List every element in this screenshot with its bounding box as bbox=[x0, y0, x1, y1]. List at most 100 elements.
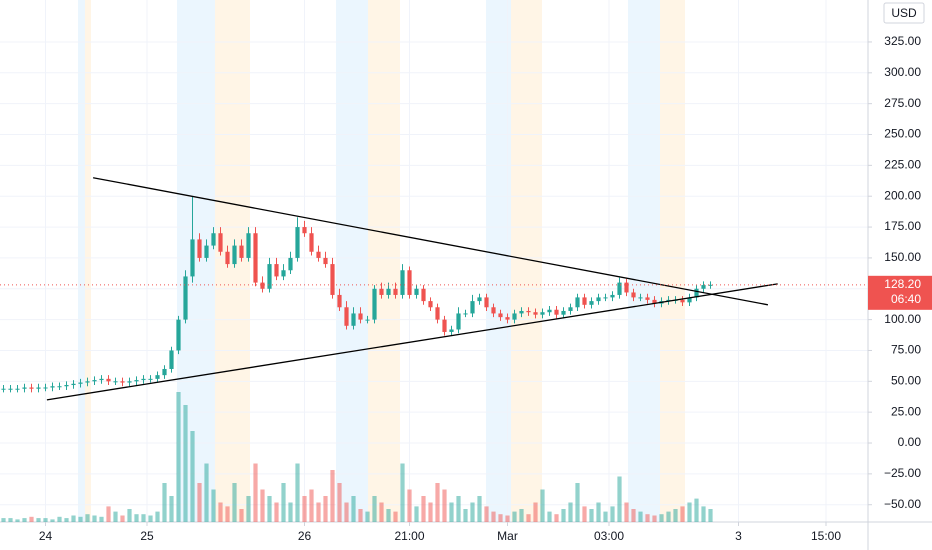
volume-bar bbox=[365, 511, 370, 522]
candle-body bbox=[694, 288, 699, 298]
candle-body bbox=[589, 301, 594, 305]
candle-body bbox=[183, 276, 188, 320]
candle-body bbox=[491, 307, 496, 314]
candle-body bbox=[316, 251, 321, 258]
candle-body bbox=[400, 270, 405, 295]
y-tick-label: 225.00 bbox=[884, 158, 921, 172]
volume-bar bbox=[141, 514, 146, 522]
volume-bar bbox=[358, 509, 363, 522]
volume-bar bbox=[246, 496, 251, 522]
volume-bar bbox=[554, 514, 559, 522]
x-tick-label: 26 bbox=[298, 529, 312, 543]
volume-bar bbox=[309, 489, 314, 522]
candle-body bbox=[281, 270, 286, 277]
y-tick-label: 0.00 bbox=[898, 435, 922, 449]
volume-bar bbox=[127, 509, 132, 522]
volume-bar bbox=[36, 518, 41, 522]
volume-bar bbox=[582, 506, 587, 522]
candle-body bbox=[99, 378, 104, 381]
candle-body bbox=[225, 251, 230, 265]
session-band bbox=[660, 0, 685, 522]
candle-body bbox=[106, 378, 111, 382]
volume-bar bbox=[568, 502, 573, 522]
candle-body bbox=[575, 297, 580, 308]
session-band bbox=[368, 0, 400, 522]
volume-bar bbox=[148, 515, 153, 522]
volume-bar bbox=[106, 506, 111, 522]
candle-body bbox=[197, 239, 202, 258]
candle-body bbox=[253, 233, 258, 283]
candle-body bbox=[631, 292, 636, 298]
volume-bar bbox=[491, 511, 496, 522]
last-price-box bbox=[868, 275, 932, 310]
candle-body bbox=[232, 245, 237, 265]
candle-body bbox=[50, 386, 55, 388]
volume-bar bbox=[190, 431, 195, 522]
candle-body bbox=[554, 309, 559, 315]
candle-body bbox=[484, 297, 489, 308]
candle-body bbox=[211, 233, 216, 246]
candle-body bbox=[596, 297, 601, 302]
candle-body bbox=[477, 297, 482, 302]
candle-body bbox=[645, 297, 650, 300]
candle-body bbox=[526, 310, 531, 313]
volume-bar bbox=[183, 405, 188, 522]
volume-bar bbox=[162, 483, 167, 522]
candle-body bbox=[617, 282, 622, 295]
candle-body bbox=[36, 387, 41, 389]
candle-body bbox=[267, 264, 272, 289]
candles bbox=[1, 196, 713, 393]
candle-body bbox=[638, 297, 643, 299]
y-tick-label: 275.00 bbox=[884, 96, 921, 110]
volume-bar bbox=[22, 518, 27, 522]
volume-bar bbox=[134, 514, 139, 522]
session-band bbox=[177, 0, 215, 522]
x-tick-label: 21:00 bbox=[394, 529, 424, 543]
candle-body bbox=[323, 257, 328, 265]
y-tick-label: 200.00 bbox=[884, 188, 921, 202]
volume-bar bbox=[85, 514, 90, 522]
candle-body bbox=[15, 388, 20, 390]
volume-bar bbox=[484, 506, 489, 522]
candle-body bbox=[582, 297, 587, 305]
candle-body bbox=[302, 227, 307, 234]
candle-body bbox=[561, 310, 566, 315]
volume-bar bbox=[43, 518, 48, 522]
candle-body bbox=[337, 294, 342, 308]
volume-bar bbox=[638, 511, 643, 522]
volume-bar bbox=[575, 483, 580, 522]
candle-body bbox=[512, 313, 517, 320]
volume-bar bbox=[99, 516, 104, 522]
candle-body bbox=[295, 227, 300, 258]
volume-bar bbox=[29, 516, 34, 522]
x-tick-label: 24 bbox=[39, 529, 53, 543]
grid bbox=[0, 0, 868, 522]
volume-bar bbox=[505, 515, 510, 522]
volume-bar bbox=[617, 476, 622, 522]
candle-body bbox=[155, 375, 160, 379]
candle-body bbox=[701, 285, 706, 289]
trend-line bbox=[92, 177, 769, 306]
volume-bar bbox=[610, 506, 615, 522]
candle-body bbox=[519, 310, 524, 314]
volume-bar bbox=[78, 516, 83, 522]
y-tick-label: 175.00 bbox=[884, 219, 921, 233]
volume-bar bbox=[498, 514, 503, 522]
volume-bar bbox=[680, 506, 685, 522]
candle-body bbox=[568, 307, 573, 311]
candle-body bbox=[680, 299, 685, 303]
volume-bar bbox=[449, 502, 454, 522]
currency-box[interactable] bbox=[883, 2, 925, 24]
y-tick-label: 300.00 bbox=[884, 65, 921, 79]
volume-bar bbox=[414, 506, 419, 522]
volume-bar bbox=[288, 502, 293, 522]
candle-body bbox=[463, 313, 468, 315]
candle-body bbox=[708, 284, 713, 286]
candle-body bbox=[120, 381, 125, 383]
candle-body bbox=[64, 385, 69, 387]
volume-bar bbox=[631, 509, 636, 522]
volume-bar bbox=[197, 483, 202, 522]
candle-body bbox=[351, 313, 356, 326]
volume-bar bbox=[57, 516, 62, 522]
volume-bar bbox=[526, 514, 531, 522]
